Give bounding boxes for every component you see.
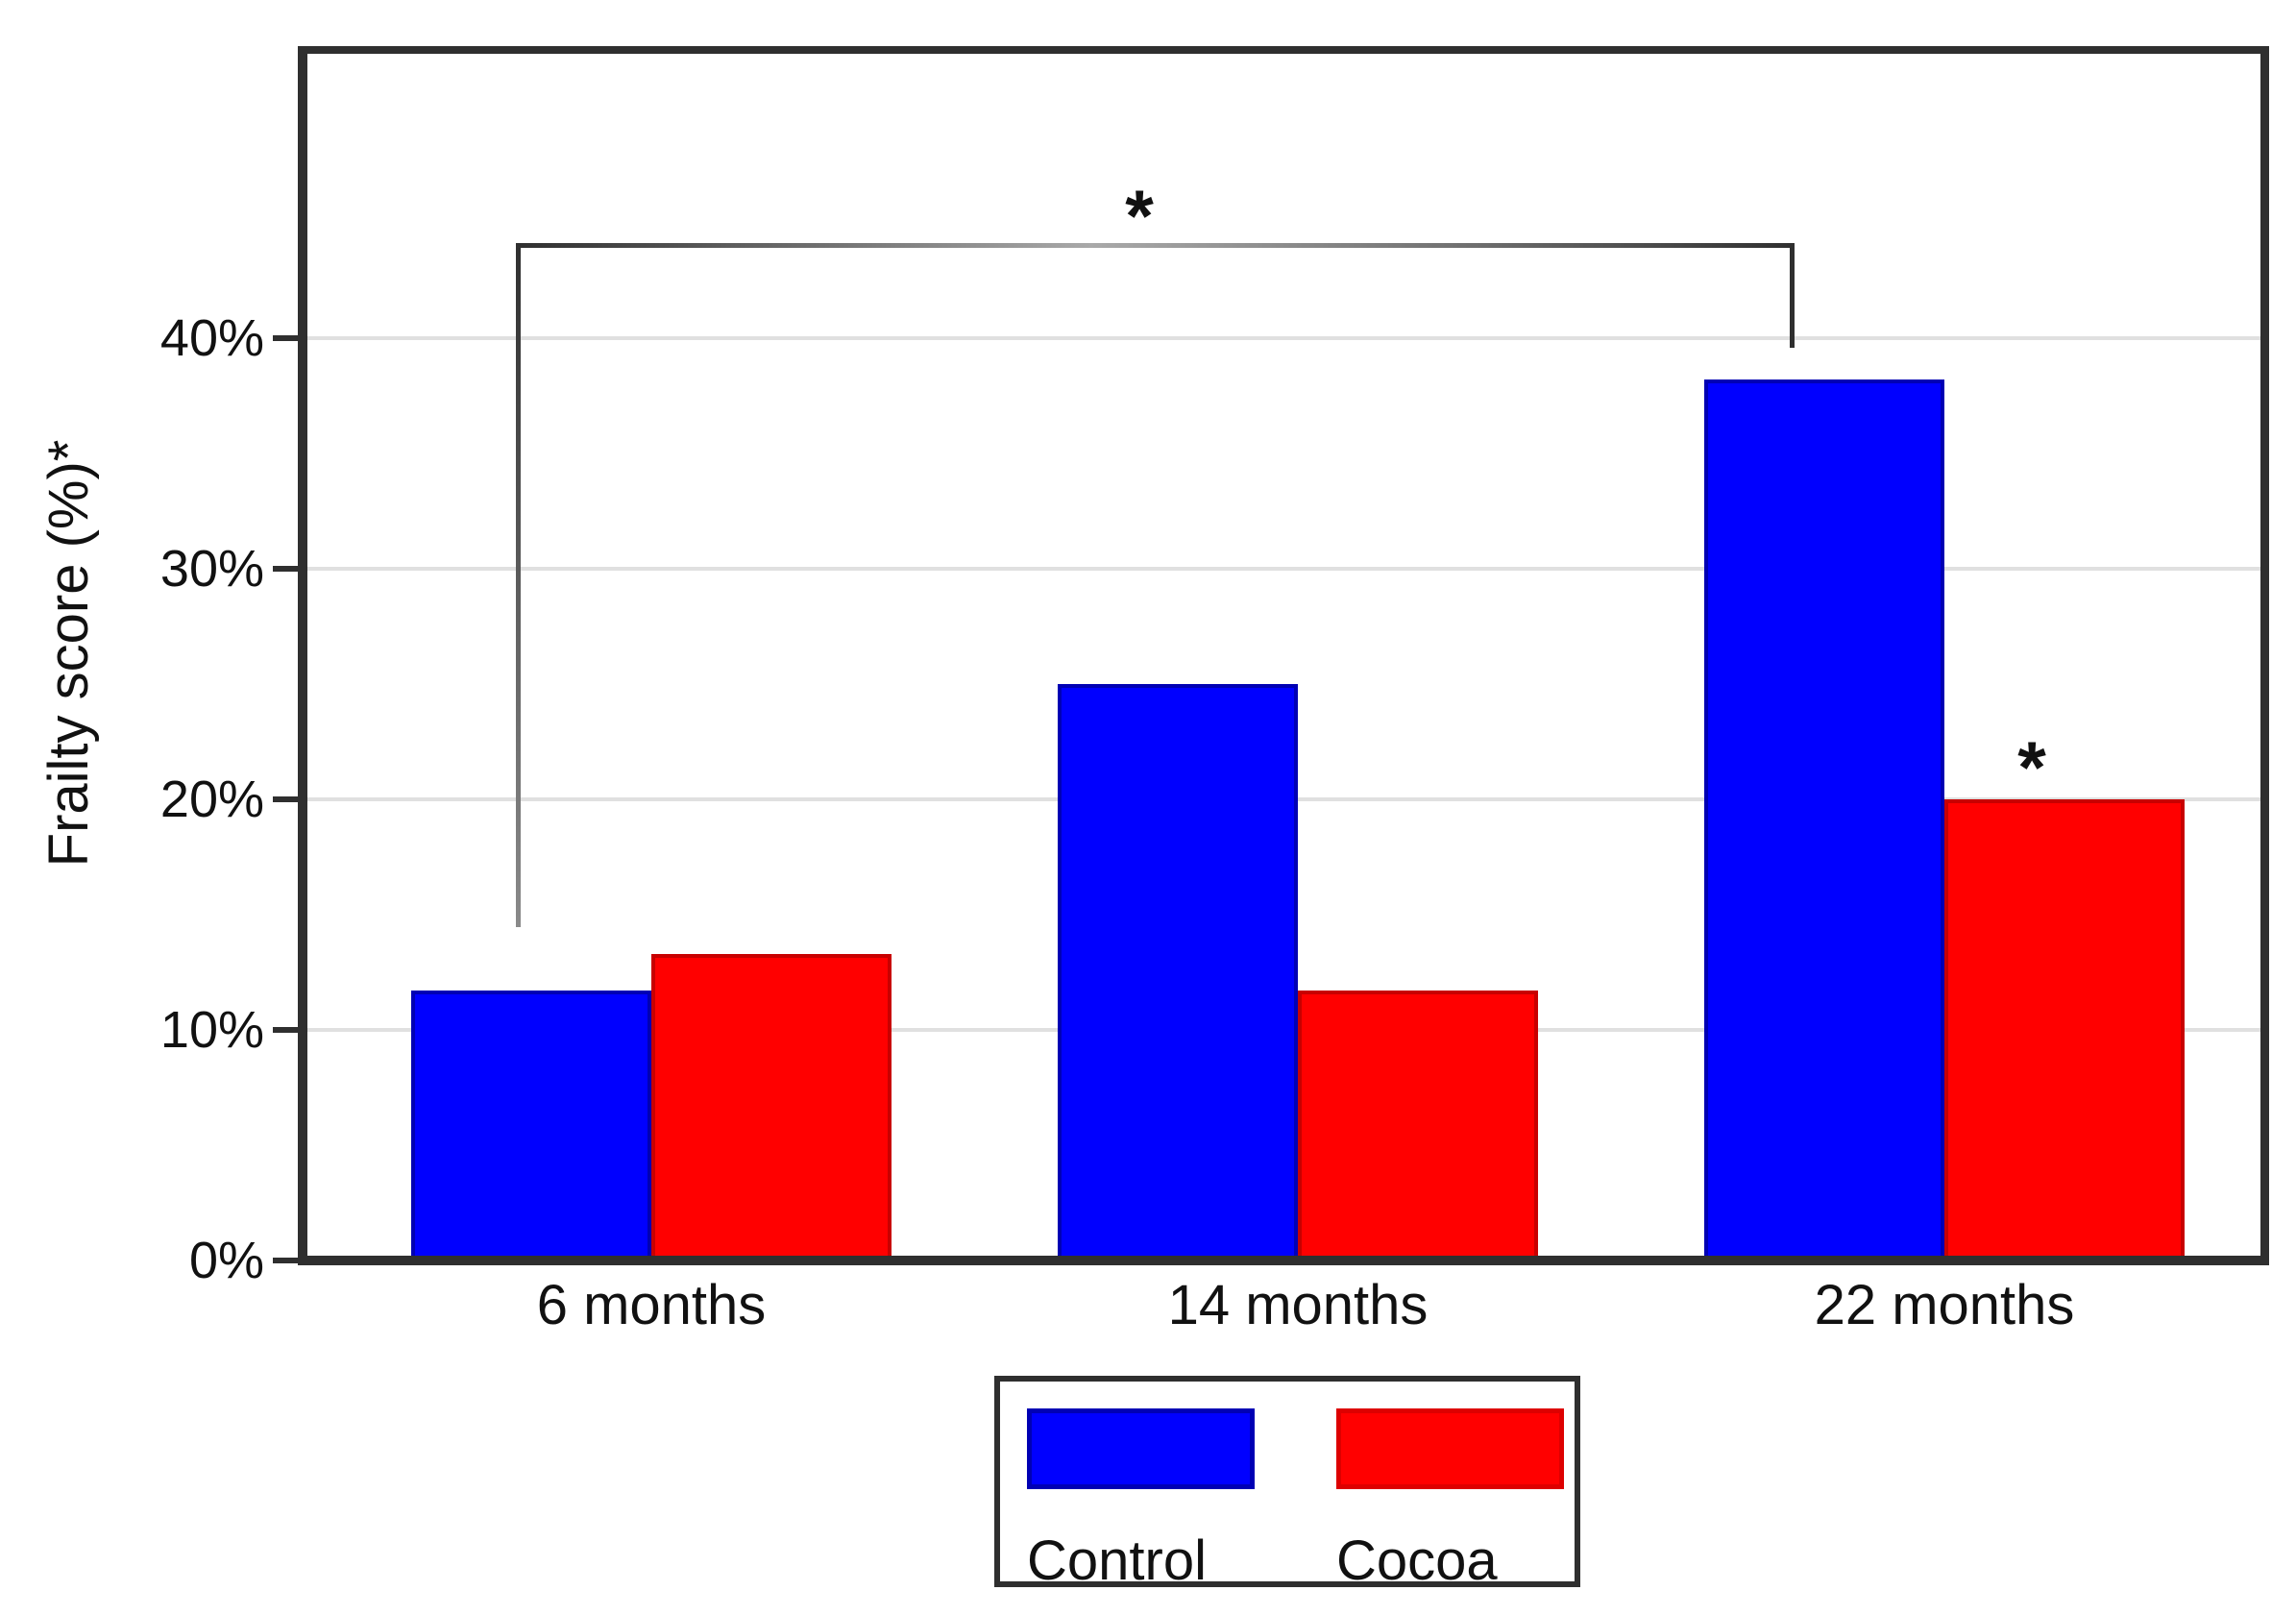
y-tick-label-40: 40% bbox=[159, 309, 264, 367]
bar-control-14-months bbox=[1058, 684, 1298, 1260]
x-category-label-1: 6 months bbox=[536, 1274, 767, 1336]
bar-cocoa-22-months bbox=[1944, 799, 2185, 1260]
significance-bracket-top bbox=[516, 243, 1795, 248]
bar-cocoa-6-months bbox=[651, 954, 892, 1260]
y-tick-40 bbox=[273, 335, 298, 341]
bar-control-6-months bbox=[411, 991, 651, 1260]
significance-bracket-right-leg bbox=[1790, 243, 1795, 348]
legend-label-cocoa: Cocoa bbox=[1336, 1529, 1498, 1592]
y-tick-label-20: 20% bbox=[159, 771, 264, 828]
x-category-label-3: 22 months bbox=[1814, 1274, 2075, 1336]
legend: Control Cocoa bbox=[994, 1376, 1580, 1592]
plot-frame-right bbox=[2260, 46, 2269, 1264]
y-axis-title: Frailty score (%)* bbox=[37, 439, 100, 868]
gridline-40 bbox=[303, 336, 2264, 340]
y-axis-line bbox=[298, 46, 307, 1264]
y-tick-label-30: 30% bbox=[159, 540, 264, 598]
legend-label-control: Control bbox=[1027, 1529, 1207, 1592]
x-axis-line bbox=[298, 1256, 2269, 1265]
plot-frame-top bbox=[299, 46, 2268, 54]
significance-bracket-left-leg bbox=[516, 243, 521, 927]
y-tick-30 bbox=[273, 566, 298, 572]
y-tick-0 bbox=[273, 1258, 298, 1263]
y-tick-10 bbox=[273, 1027, 298, 1033]
y-tick-label-10: 10% bbox=[159, 1001, 264, 1059]
significance-asterisk-cocoa-22-months: * bbox=[2017, 727, 2046, 809]
significance-asterisk-bracket: * bbox=[1125, 176, 1154, 257]
y-tick-label-0: 0% bbox=[188, 1232, 264, 1289]
legend-swatch-cocoa bbox=[1336, 1408, 1564, 1489]
gridline-30 bbox=[303, 567, 2264, 571]
y-tick-20 bbox=[273, 796, 298, 802]
legend-swatch-control bbox=[1027, 1408, 1255, 1489]
x-category-label-2: 14 months bbox=[1167, 1274, 1429, 1336]
bar-cocoa-14-months bbox=[1298, 991, 1538, 1260]
bar-control-22-months bbox=[1704, 379, 1944, 1260]
